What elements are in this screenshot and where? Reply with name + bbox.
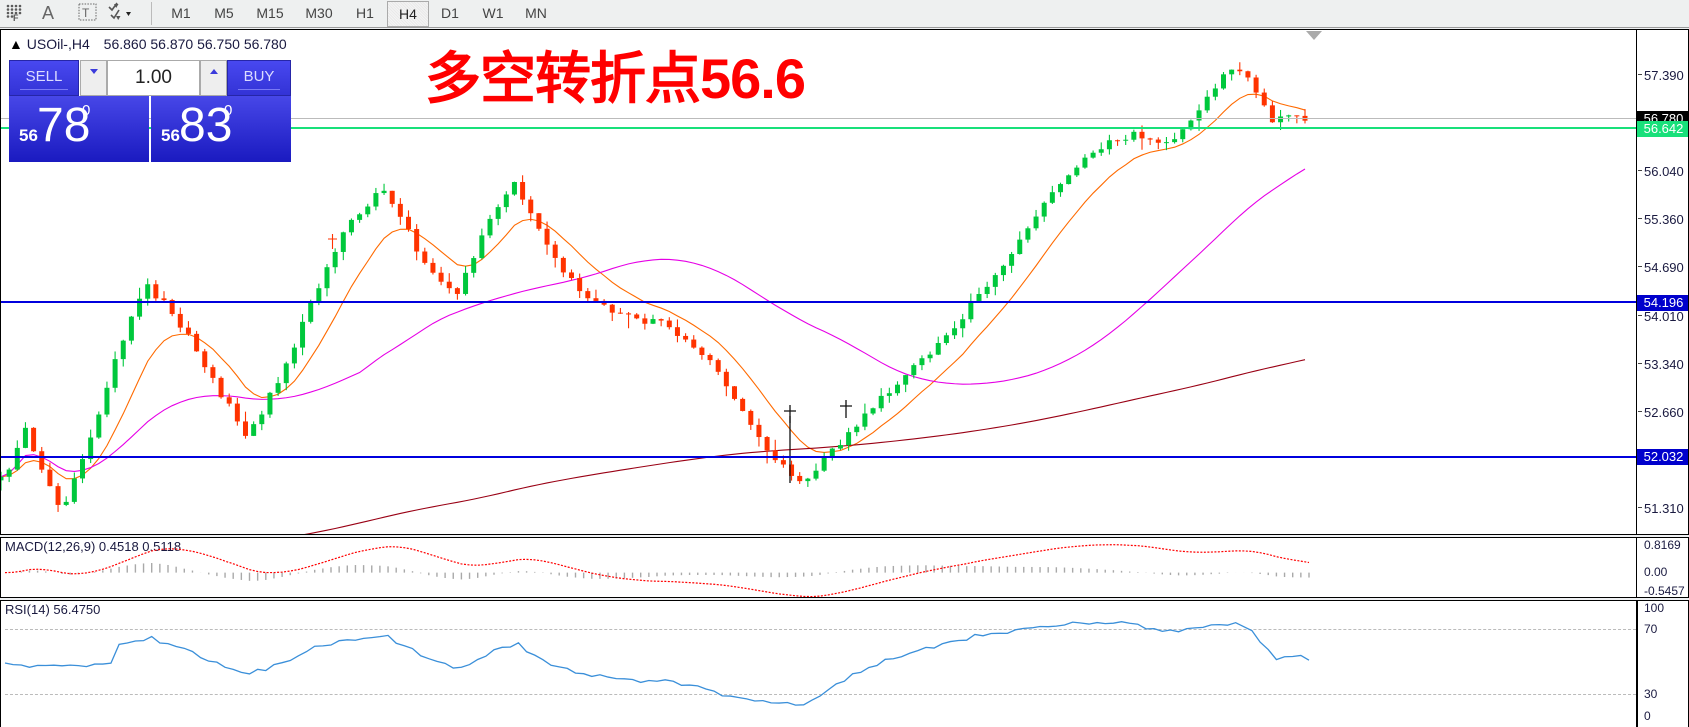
svg-text:A: A [42, 3, 54, 23]
svg-text:T: T [82, 6, 90, 20]
svg-text:F: F [13, 13, 19, 22]
